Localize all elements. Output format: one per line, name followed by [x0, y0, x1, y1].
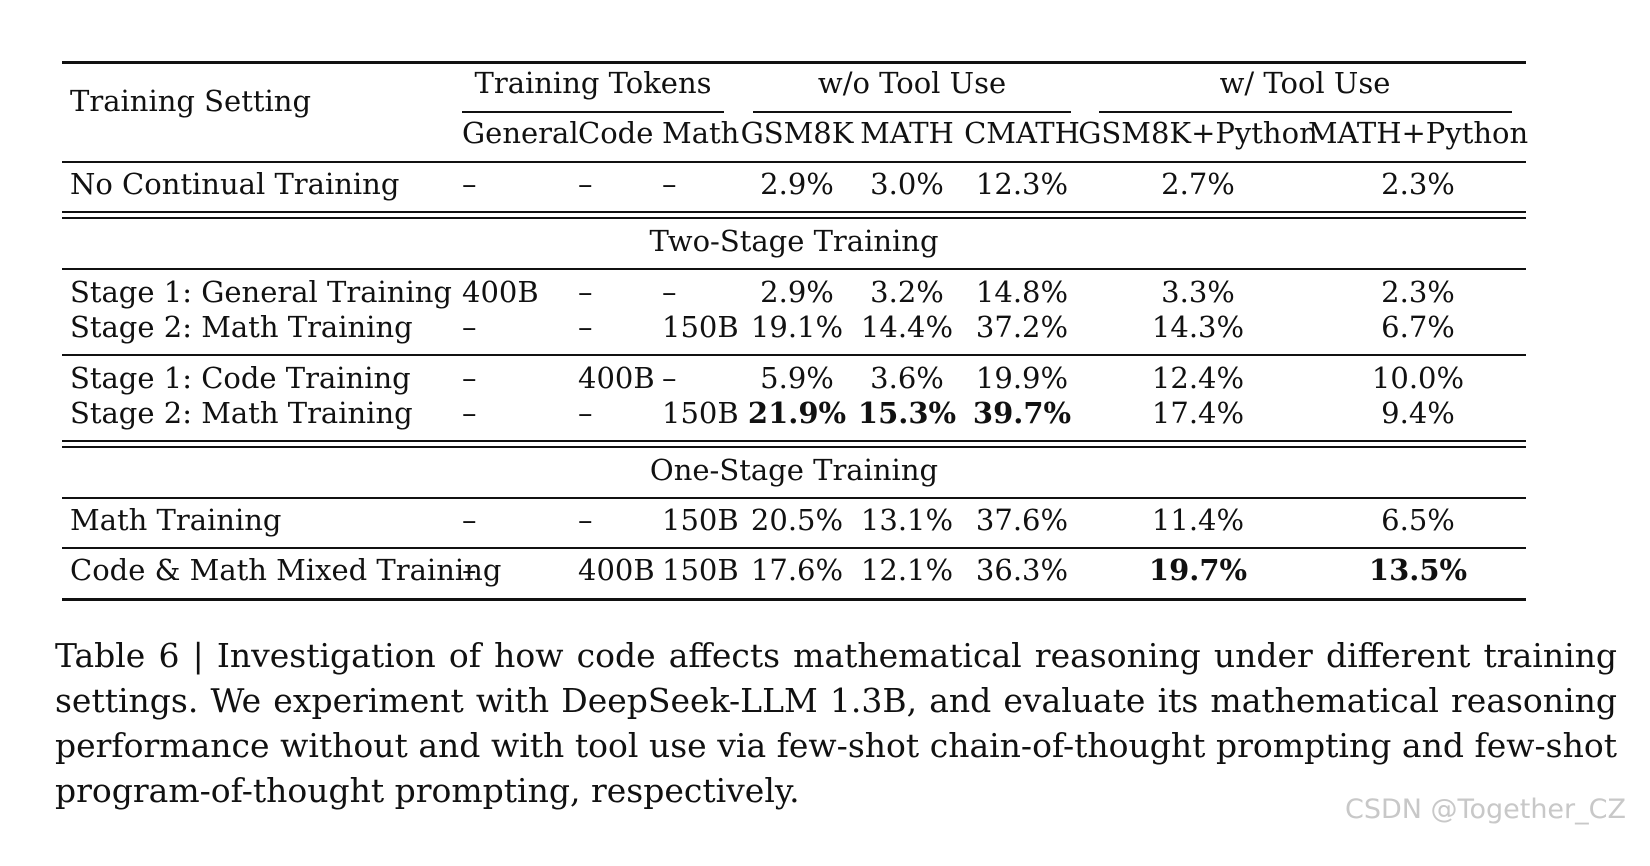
- table-cell: 2.9%: [760, 167, 834, 201]
- double-rule: [62, 440, 1526, 442]
- table-cell: 14.3%: [1151, 310, 1245, 344]
- table-cell: 150B: [662, 396, 739, 430]
- table-cell: –: [578, 503, 593, 537]
- table-cell: 36.3%: [975, 553, 1069, 587]
- header-group-label: Training Tokens: [474, 66, 712, 100]
- row-label: Stage 1: General Training: [70, 275, 452, 309]
- table-cell: –: [578, 275, 593, 309]
- table-cell: 15.3%: [857, 396, 957, 430]
- top-rule: [62, 61, 1526, 64]
- double-rule: [62, 217, 1526, 219]
- header-group-label: w/ Tool Use: [1219, 66, 1391, 100]
- bottom-rule: [62, 598, 1526, 601]
- table-cell: 19.9%: [975, 361, 1069, 395]
- row-label: Stage 2: Math Training: [70, 310, 413, 344]
- header-column-label: GSM8K+Python: [1078, 116, 1318, 150]
- table-cell: 13.1%: [860, 503, 954, 537]
- section-rule: [62, 268, 1526, 270]
- table-cell: 2.3%: [1381, 275, 1455, 309]
- table-cell: 37.2%: [975, 310, 1069, 344]
- row-label: Stage 2: Math Training: [70, 396, 413, 430]
- table-cell: –: [662, 275, 677, 309]
- header-rule: [62, 161, 1526, 163]
- table-cell: 150B: [662, 503, 739, 537]
- row-label: Code & Math Mixed Training: [70, 553, 502, 587]
- row-label: Math Training: [70, 503, 282, 537]
- row-label: No Continual Training: [70, 167, 400, 201]
- table-cell: 3.0%: [870, 167, 944, 201]
- table-cell: 17.4%: [1151, 396, 1245, 430]
- table-cell: 20.5%: [750, 503, 844, 537]
- table-cell: 19.7%: [1148, 553, 1248, 587]
- table-cell: 2.3%: [1381, 167, 1455, 201]
- table-cell: –: [462, 361, 477, 395]
- section-label: One-Stage Training: [649, 453, 939, 487]
- header-column-label: MATH: [860, 116, 954, 150]
- table-cell: 14.8%: [975, 275, 1069, 309]
- table-cell: 37.6%: [975, 503, 1069, 537]
- table-cell: –: [578, 167, 593, 201]
- table-cell: 5.9%: [760, 361, 834, 395]
- table-cell: 12.1%: [860, 553, 954, 587]
- table-cell: –: [462, 167, 477, 201]
- table-cell: 3.6%: [870, 361, 944, 395]
- table-cell: 400B: [578, 361, 655, 395]
- watermark: CSDN @Together_CZ: [1345, 794, 1626, 825]
- table-cell: 3.2%: [870, 275, 944, 309]
- caption-line: performance without and with tool use vi…: [55, 726, 1617, 765]
- group-underline: [753, 111, 1071, 113]
- row-label: Stage 1: Code Training: [70, 361, 411, 395]
- section-label: Two-Stage Training: [649, 224, 939, 258]
- caption-line: Table 6 | Investigation of how code affe…: [55, 636, 1617, 675]
- table-cell: –: [462, 310, 477, 344]
- caption-line: program-of-thought prompting, respective…: [55, 771, 800, 810]
- header-column-label: Code: [578, 116, 654, 150]
- row-rule: [62, 547, 1526, 549]
- table-cell: 2.9%: [760, 275, 834, 309]
- table-cell: –: [578, 396, 593, 430]
- table-cell: 3.3%: [1161, 275, 1235, 309]
- table-cell: 39.7%: [972, 396, 1072, 430]
- table-cell: 19.1%: [750, 310, 844, 344]
- table-cell: 12.3%: [975, 167, 1069, 201]
- table-cell: 12.4%: [1151, 361, 1245, 395]
- double-rule: [62, 446, 1526, 448]
- table-cell: 21.9%: [747, 396, 847, 430]
- header-training-setting: Training Setting: [70, 84, 312, 118]
- table-cell: 6.7%: [1381, 310, 1455, 344]
- header-group-label: w/o Tool Use: [817, 66, 1007, 100]
- table-caption: Table 6 | Investigation of how code affe…: [55, 633, 1617, 813]
- table-cell: 150B: [662, 310, 739, 344]
- table-cell: –: [578, 310, 593, 344]
- double-rule: [62, 211, 1526, 213]
- table-cell: 400B: [578, 553, 655, 587]
- table-cell: 11.4%: [1151, 503, 1245, 537]
- table-cell: 2.7%: [1161, 167, 1235, 201]
- table-cell: –: [662, 361, 677, 395]
- header-column-label: Math: [662, 116, 740, 150]
- table-cell: 150B: [662, 553, 739, 587]
- table-cell: 10.0%: [1371, 361, 1465, 395]
- table-cell: –: [662, 167, 677, 201]
- table-cell: 17.6%: [750, 553, 844, 587]
- table-cell: –: [462, 503, 477, 537]
- table-cell: –: [462, 553, 477, 587]
- header-column-label: MATH+Python: [1307, 116, 1529, 150]
- table-cell: 6.5%: [1381, 503, 1455, 537]
- table-cell: 400B: [462, 275, 539, 309]
- group-underline: [1099, 111, 1512, 113]
- table-cell: 13.5%: [1368, 553, 1468, 587]
- caption-line: settings. We experiment with DeepSeek-LL…: [55, 681, 1617, 720]
- header-column-label: General: [462, 116, 579, 150]
- table-cell: 9.4%: [1381, 396, 1455, 430]
- header-column-label: GSM8K: [740, 116, 854, 150]
- table-cell: –: [462, 396, 477, 430]
- group-rule: [62, 354, 1526, 356]
- section-rule: [62, 497, 1526, 499]
- header-column-label: CMATH: [964, 116, 1080, 150]
- group-underline: [462, 111, 724, 113]
- table-cell: 14.4%: [860, 310, 954, 344]
